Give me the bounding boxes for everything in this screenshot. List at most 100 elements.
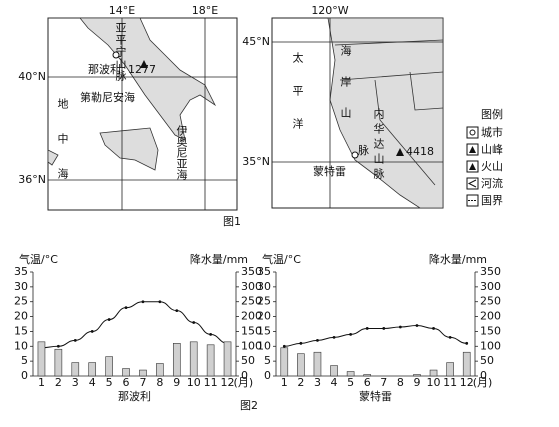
legend-label: 山峰 (481, 143, 503, 156)
y2-tick-label: 100 (241, 339, 262, 352)
y2-tick-label: 300 (480, 280, 501, 293)
x-unit: (月) (473, 376, 493, 389)
x-tick-label: 11 (443, 376, 457, 389)
legend-label: 火山 (481, 160, 503, 173)
peak-label: 4418 (406, 145, 434, 158)
temperature-point (90, 330, 94, 333)
map-california (271, 17, 444, 209)
temperature-point (349, 333, 353, 336)
y2-tick-label: 200 (241, 310, 262, 323)
temperature-point (141, 300, 145, 304)
legend-label: 城市 (481, 125, 503, 139)
legend-label: 河流 (481, 176, 503, 190)
temperature-point (382, 327, 386, 330)
temperature-point (448, 335, 452, 339)
y-tick-label: 35 (14, 265, 28, 278)
y2-tick-label: 150 (480, 324, 501, 337)
temperature-point (209, 333, 213, 336)
x-tick-label: 6 (123, 376, 130, 389)
temperature-point (332, 335, 336, 339)
bar (54, 348, 63, 377)
bar (71, 362, 80, 377)
y-tick-label: 25 (257, 295, 271, 308)
chart-title: 那波利 (118, 390, 151, 403)
temperature-point (432, 327, 435, 330)
x-unit: (月) (234, 376, 254, 389)
temperature-point (124, 306, 128, 310)
x-tick-label: 12 (221, 376, 235, 389)
bar (122, 368, 130, 377)
bar (297, 353, 305, 377)
temperature-point (175, 309, 179, 313)
caption: 图2 (240, 399, 258, 412)
sea-label: 地中海 (56, 98, 69, 203)
city-label: 蒙特雷 (313, 164, 346, 178)
temperature-point (465, 341, 469, 345)
temperature-point (158, 300, 162, 304)
y2-tick-label: 50 (241, 354, 255, 367)
x-tick-label: 5 (106, 376, 113, 389)
temperature-point (192, 321, 196, 324)
x-tick-label: 12 (460, 376, 474, 389)
lon-label: 18°E (192, 4, 218, 17)
x-tick-label: 6 (364, 376, 371, 389)
x-tick-label: 7 (380, 376, 387, 389)
y2-tick-label: 250 (241, 295, 262, 308)
mountain-label: 海岸山 (339, 44, 352, 138)
x-tick-label: 11 (204, 376, 218, 389)
y-tick-label: 30 (14, 280, 28, 293)
x-tick-label: 10 (427, 376, 441, 389)
lat-label: 40°N (18, 70, 46, 83)
x-tick-label: 8 (397, 376, 404, 389)
mountain-label: 内华达山脉 (372, 107, 385, 183)
bar (37, 341, 46, 377)
bar (462, 351, 471, 377)
ocean-label: 太平洋 (291, 52, 304, 151)
x-tick-label: 9 (173, 376, 180, 389)
y2-tick-label: 200 (480, 310, 501, 323)
x-tick-label: 5 (347, 376, 354, 389)
y2-axis-label: 降水量/mm (429, 252, 487, 266)
x-tick-label: 10 (187, 376, 201, 389)
y-axis-label: 气温/°C (19, 252, 58, 266)
temperature-point (415, 324, 419, 327)
lon-label: 14°E (109, 4, 135, 17)
y-tick-label: 20 (14, 310, 28, 323)
y2-tick-label: 350 (241, 265, 262, 278)
y-tick-label: 0 (21, 369, 28, 382)
sea-label: 伊奥尼亚海 (175, 125, 188, 181)
y-tick-label: 15 (14, 324, 28, 337)
y-tick-label: 35 (257, 265, 271, 278)
temperature-point (282, 344, 286, 348)
lat-label: 35°N (242, 155, 270, 168)
y-tick-label: 0 (264, 369, 271, 382)
bar (280, 347, 289, 377)
bar (156, 363, 164, 377)
bar (223, 341, 232, 377)
caption: 图1 (223, 215, 241, 228)
peak-label: 1277 (128, 63, 156, 76)
x-tick-label: 2 (297, 376, 304, 389)
y-tick-label: 10 (14, 339, 28, 352)
y2-tick-label: 150 (241, 324, 262, 337)
y-axis-label: 气温/°C (262, 252, 301, 266)
y2-tick-label: 100 (480, 339, 501, 352)
bar (88, 362, 97, 377)
y2-tick-label: 350 (480, 265, 501, 278)
legend-label: 国界 (481, 194, 503, 207)
temperature-point (365, 327, 369, 330)
y-tick-label: 20 (257, 310, 271, 323)
x-tick-label: 9 (413, 376, 420, 389)
bar (429, 369, 438, 377)
x-tick-label: 4 (89, 376, 96, 389)
y-tick-label: 5 (21, 354, 28, 367)
bar (313, 351, 322, 377)
x-tick-label: 1 (38, 376, 45, 389)
temperature-point (316, 338, 319, 342)
x-tick-label: 7 (139, 376, 146, 389)
mountain-label: 亚平宁山脉 (114, 22, 127, 82)
y2-axis-label: 降水量/mm (190, 252, 248, 266)
temperature-point (56, 344, 60, 348)
y-tick-label: 15 (257, 324, 271, 337)
y2-tick-label: 50 (480, 354, 494, 367)
